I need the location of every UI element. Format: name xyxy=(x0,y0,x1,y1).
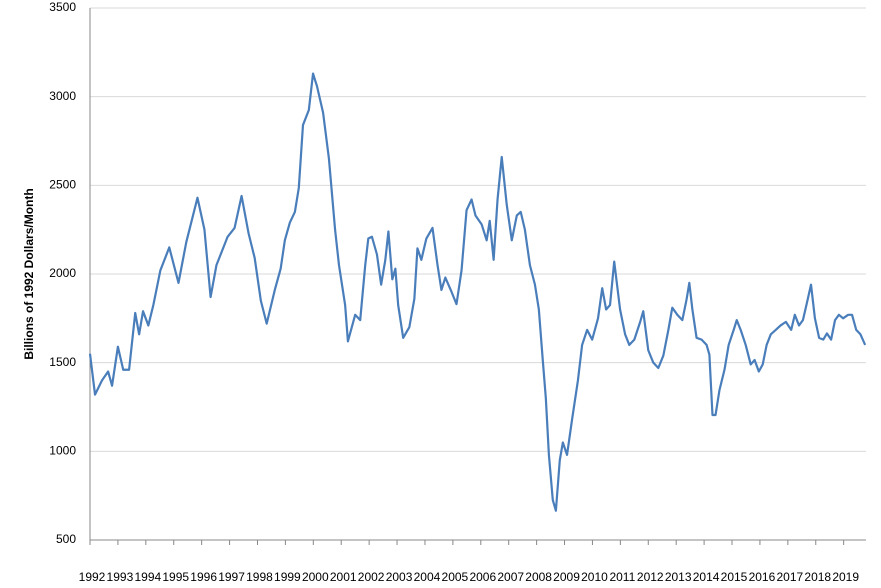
y-tick-label: 500 xyxy=(56,532,76,546)
x-tick-label: 1994 xyxy=(134,570,161,584)
x-tick-label: 2013 xyxy=(665,570,692,584)
x-tick-label: 2019 xyxy=(832,570,859,584)
x-tick-label: 1995 xyxy=(162,570,189,584)
y-tick-label: 3500 xyxy=(49,0,76,14)
x-tick-label: 2006 xyxy=(469,570,496,584)
x-tick-label: 2017 xyxy=(776,570,803,584)
y-axis-label: Billions of 1992 Dollars/Month xyxy=(22,188,36,359)
x-tick-label: 1999 xyxy=(274,570,301,584)
x-tick-label: 2003 xyxy=(386,570,413,584)
y-tick-label: 1500 xyxy=(49,355,76,369)
x-tick-label: 2016 xyxy=(749,570,776,584)
x-tick-label: 2011 xyxy=(609,570,635,584)
x-tick-label: 2015 xyxy=(721,570,748,584)
x-tick-label: 1993 xyxy=(107,570,134,584)
x-tick-label: 2007 xyxy=(497,570,524,584)
x-tick-label: 2004 xyxy=(414,570,441,584)
x-tick-label: 2009 xyxy=(553,570,580,584)
x-tick-label: 1998 xyxy=(246,570,273,584)
x-tick-label: 2008 xyxy=(525,570,552,584)
y-tick-label: 1000 xyxy=(49,444,76,458)
x-tick-label: 2005 xyxy=(442,570,469,584)
y-tick-label: 2000 xyxy=(49,266,76,280)
x-tick-label: 2012 xyxy=(637,570,664,584)
x-tick-label: 2010 xyxy=(581,570,608,584)
x-tick-label: 2000 xyxy=(302,570,329,584)
x-tick-label: 1997 xyxy=(218,570,245,584)
y-tick-label: 3000 xyxy=(49,89,76,103)
x-tick-label: 2018 xyxy=(804,570,831,584)
y-tick-label: 2500 xyxy=(49,178,76,192)
x-tick-label: 1996 xyxy=(190,570,217,584)
x-tick-label: 2014 xyxy=(693,570,720,584)
x-tick-label: 2001 xyxy=(330,570,357,584)
data-line xyxy=(88,72,867,512)
x-tick-label: 2002 xyxy=(358,570,385,584)
x-tick-label: 1992 xyxy=(79,570,106,584)
